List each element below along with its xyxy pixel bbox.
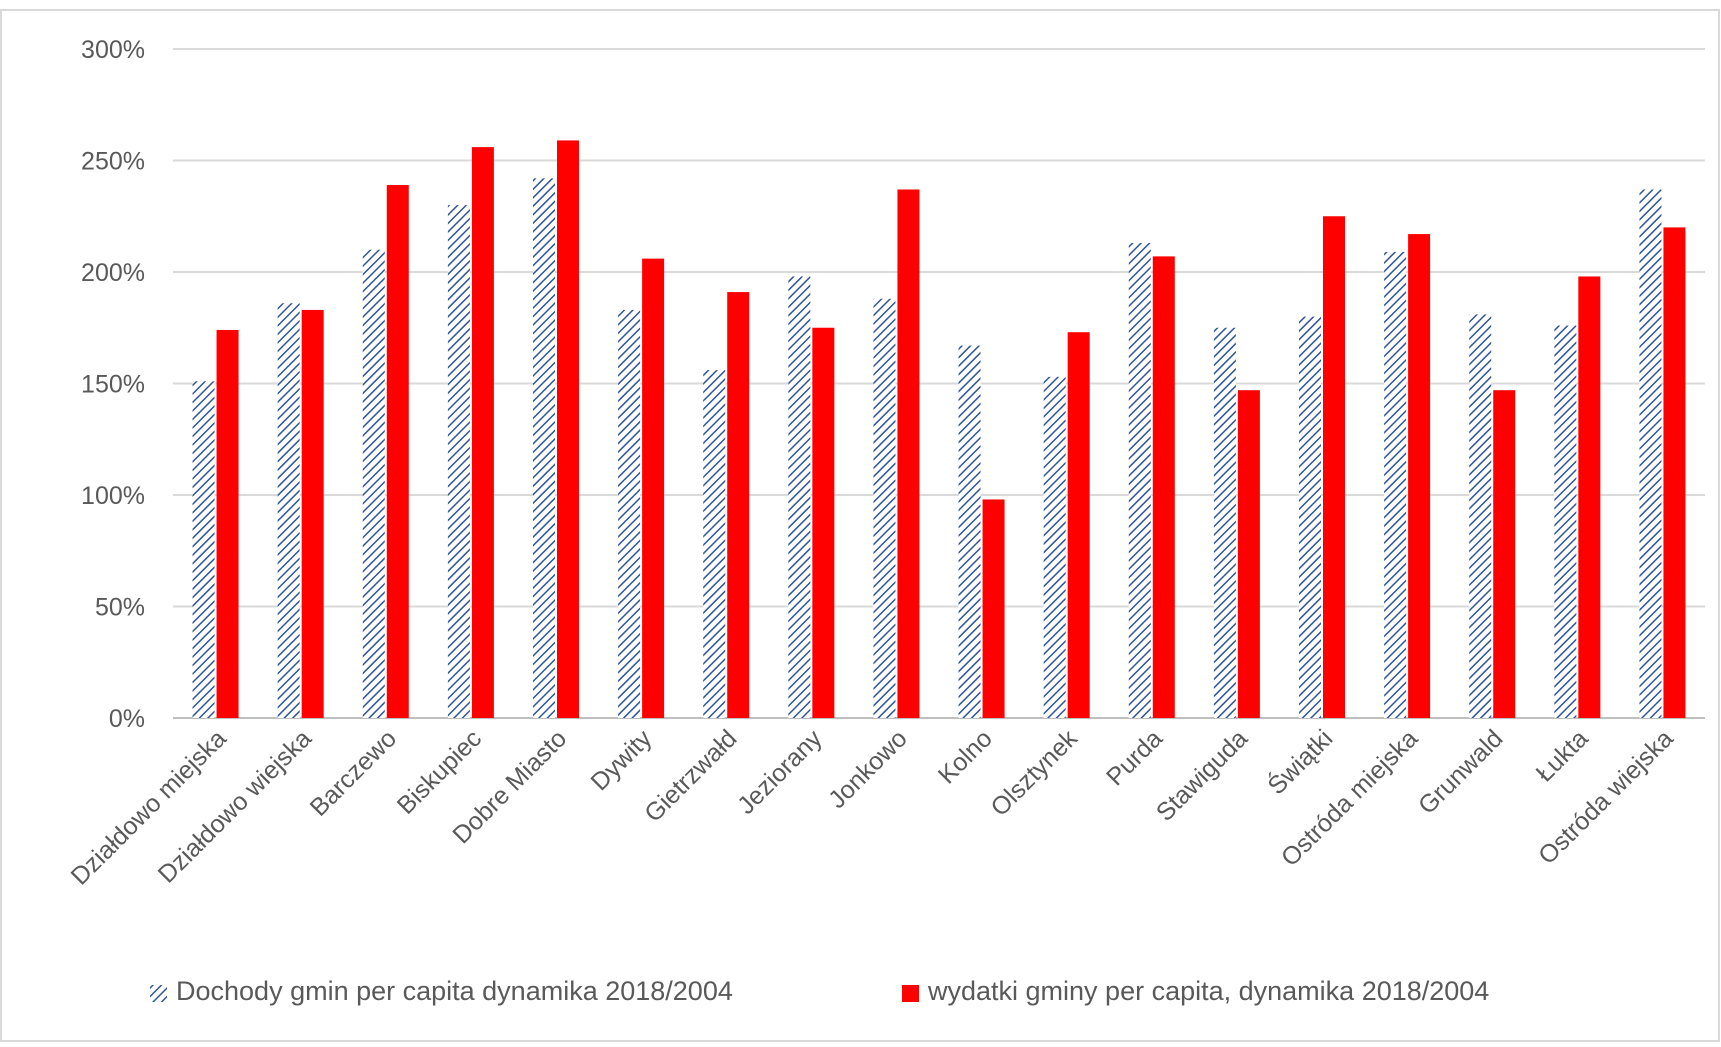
- bar-wydatki: [642, 258, 665, 718]
- bar-wydatki: [1493, 390, 1516, 718]
- bar-dochody: [1384, 251, 1407, 718]
- legend-label-dochody: Dochody gmin per capita dynamika 2018/20…: [176, 976, 733, 1006]
- bars: [192, 140, 1686, 719]
- legend: Dochody gmin per capita dynamika 2018/20…: [150, 976, 1489, 1006]
- y-tick-label: 200%: [81, 259, 145, 287]
- bar-wydatki: [1663, 227, 1686, 718]
- bar-wydatki: [386, 185, 409, 718]
- y-tick-label: 300%: [81, 36, 145, 64]
- bar-dochody: [1128, 243, 1151, 718]
- bar-dochody: [703, 370, 726, 718]
- bar-wydatki: [1237, 390, 1260, 718]
- bar-wydatki: [557, 140, 579, 718]
- bar-wydatki: [1408, 234, 1431, 718]
- gridlines: [173, 48, 1705, 719]
- bar-dochody: [277, 303, 300, 718]
- y-tick-label: 0%: [109, 705, 145, 733]
- y-tick-label: 250%: [81, 148, 145, 176]
- bar-dochody: [1213, 327, 1236, 718]
- bar-dochody: [1299, 316, 1321, 718]
- y-axis: 0% 50% 100% 150% 200% 250% 300%: [81, 36, 145, 733]
- bar-wydatki: [982, 499, 1005, 718]
- legend-swatch-wydatki: [902, 985, 919, 1002]
- bar-dochody: [447, 205, 470, 719]
- bar-dochody: [618, 309, 641, 718]
- bar-wydatki: [897, 189, 920, 719]
- bar-dochody: [1043, 376, 1066, 718]
- bar-dochody: [533, 178, 555, 719]
- bar-wydatki: [727, 292, 750, 718]
- bar-dochody: [788, 276, 811, 718]
- bar-wydatki: [301, 309, 324, 718]
- y-tick-label: 50%: [95, 594, 145, 622]
- bar-dochody: [1639, 189, 1662, 719]
- bar-wydatki: [1323, 216, 1345, 718]
- bar-wydatki: [812, 327, 835, 718]
- y-tick-label: 100%: [81, 482, 145, 510]
- bar-wydatki: [1067, 332, 1090, 718]
- bar-wydatki: [1152, 256, 1175, 718]
- bar-wydatki: [471, 147, 494, 718]
- bar-wydatki: [1578, 276, 1601, 718]
- bar-dochody: [873, 298, 896, 718]
- bar-dochody: [958, 345, 981, 718]
- chart-border: [0, 9, 1720, 1042]
- bar-dochody: [192, 381, 215, 718]
- bar-dochody: [1469, 314, 1492, 718]
- bar-dochody: [362, 249, 385, 718]
- legend-swatch-dochody: [150, 985, 167, 1002]
- legend-label-wydatki: wydatki gminy per capita, dynamika 2018/…: [927, 976, 1489, 1006]
- y-tick-label: 150%: [81, 371, 145, 399]
- bar-wydatki: [216, 329, 239, 718]
- bar-dochody: [1554, 325, 1577, 718]
